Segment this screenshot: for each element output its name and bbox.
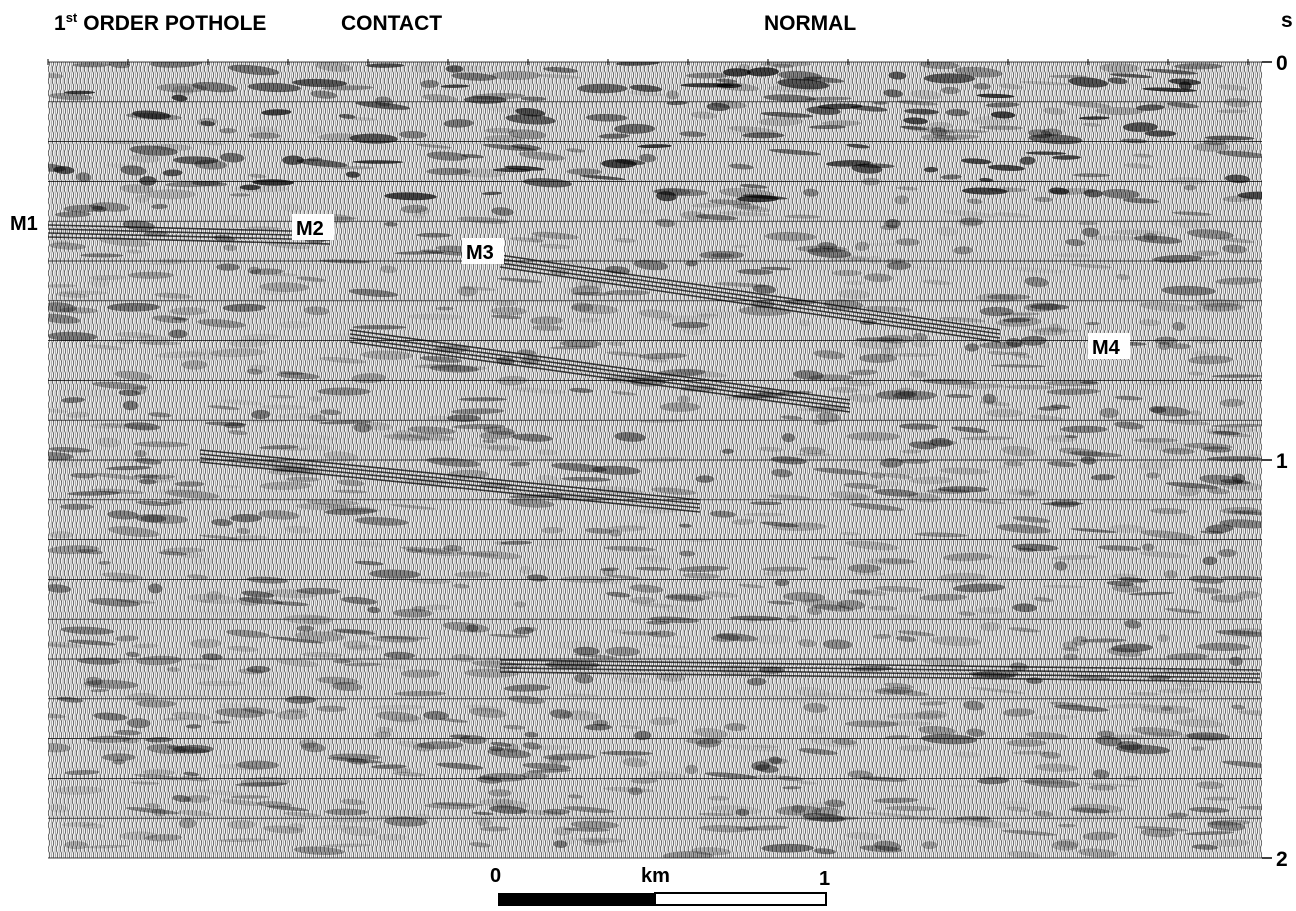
blob	[169, 330, 188, 339]
blob	[164, 500, 183, 504]
scale-bar-black	[498, 893, 655, 906]
superscript: st	[66, 10, 78, 25]
blob	[454, 571, 491, 578]
blob	[219, 128, 236, 133]
marker-label: M4	[1092, 337, 1121, 359]
blob	[1237, 591, 1260, 599]
scale-unit: km	[641, 865, 670, 887]
blob	[318, 133, 360, 141]
scale-start: 0	[490, 865, 501, 887]
blob	[103, 140, 145, 144]
marker-label: M1	[10, 213, 38, 235]
page: 1stORDER POTHOLE CONTACT NORMAL s 012 M1…	[0, 0, 1296, 911]
number: 1	[54, 12, 66, 35]
contact-label: CONTACT	[341, 12, 442, 35]
time-axis: 0 1 2	[1262, 52, 1288, 871]
marker-label: M3	[466, 242, 494, 264]
blob	[553, 826, 573, 835]
blob	[620, 442, 640, 449]
blob	[832, 270, 862, 276]
blob	[375, 834, 406, 841]
blob	[660, 402, 700, 412]
blob	[436, 307, 454, 311]
blob	[1192, 250, 1220, 256]
blob	[230, 514, 262, 522]
pothole-label: 1st ORDER POTHOLE	[54, 10, 266, 35]
tick-label: 2	[1276, 848, 1288, 871]
blob	[971, 116, 1010, 125]
blob	[980, 622, 1001, 631]
blob	[200, 599, 213, 603]
blob	[179, 818, 197, 828]
blob	[484, 128, 516, 134]
blob	[609, 232, 624, 239]
tick-label: 1	[1276, 450, 1288, 473]
blob	[699, 251, 744, 259]
axis-unit: s	[1281, 9, 1293, 32]
scale-end: 1	[819, 868, 830, 890]
blob	[1133, 438, 1178, 443]
blob	[206, 591, 223, 600]
blob	[901, 449, 921, 453]
tick-label: 0	[1276, 52, 1288, 75]
blob	[1218, 549, 1237, 557]
rest: ORDER POTHOLE	[83, 12, 266, 35]
blob	[146, 189, 196, 199]
scale-bar-white	[655, 893, 826, 905]
marker-label: M2	[296, 218, 324, 240]
blob	[182, 360, 208, 370]
blob	[196, 681, 245, 687]
blob	[1174, 63, 1223, 69]
blob	[577, 84, 627, 93]
blob	[1006, 739, 1047, 746]
normal-label: NORMAL	[764, 12, 856, 35]
figure: 1stORDER POTHOLE CONTACT NORMAL s 012 M1…	[0, 0, 1296, 906]
